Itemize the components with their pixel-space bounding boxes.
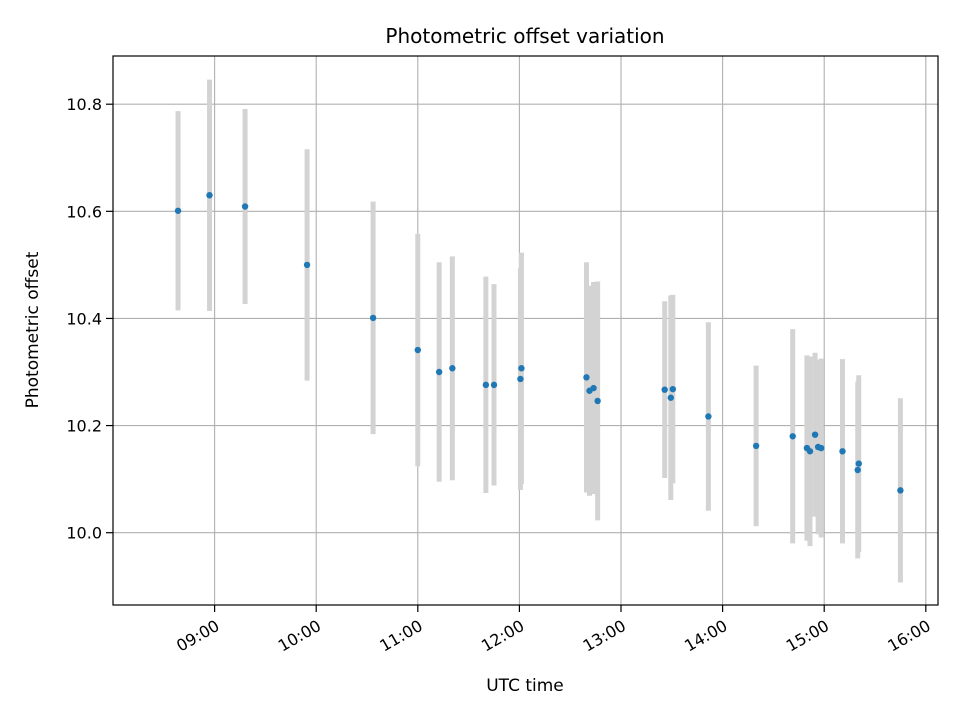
data-point bbox=[897, 487, 904, 494]
data-point bbox=[705, 413, 712, 420]
data-point bbox=[806, 448, 814, 455]
y-tick-label: 10.2 bbox=[66, 417, 102, 436]
data-point bbox=[482, 381, 490, 389]
data-point bbox=[661, 386, 668, 393]
x-axis-label: UTC time bbox=[486, 676, 564, 696]
y-axis-label: Photometric offset bbox=[23, 251, 43, 408]
data-point bbox=[752, 442, 760, 450]
y-tick-label: 10.8 bbox=[66, 95, 102, 114]
data-points bbox=[174, 192, 904, 494]
chart-title: Photometric offset variation bbox=[385, 24, 664, 48]
data-point bbox=[369, 314, 377, 322]
data-point bbox=[817, 444, 825, 452]
data-point bbox=[303, 261, 311, 269]
data-point bbox=[854, 466, 861, 474]
data-point bbox=[435, 368, 443, 376]
data-point bbox=[490, 381, 498, 389]
data-point bbox=[839, 448, 846, 455]
data-point bbox=[241, 203, 249, 210]
data-point bbox=[855, 460, 862, 467]
data-point bbox=[594, 397, 601, 405]
data-point bbox=[449, 365, 456, 372]
data-point bbox=[789, 433, 796, 440]
data-point bbox=[414, 346, 422, 354]
y-tick-label: 10.4 bbox=[66, 309, 102, 328]
data-point bbox=[206, 192, 213, 199]
data-point bbox=[518, 365, 525, 372]
y-tick-label: 10.6 bbox=[66, 202, 102, 221]
data-point bbox=[517, 375, 524, 383]
data-point bbox=[583, 374, 590, 381]
y-axis-ticks: 10.0 10.2 10.4 10.6 10.8 bbox=[66, 95, 113, 543]
data-point bbox=[669, 385, 677, 393]
data-point bbox=[174, 207, 182, 214]
data-point bbox=[811, 431, 819, 438]
data-point bbox=[667, 394, 674, 401]
plot-area-frame bbox=[112, 55, 939, 606]
data-point bbox=[590, 384, 597, 392]
y-tick-label: 10.0 bbox=[66, 524, 102, 543]
